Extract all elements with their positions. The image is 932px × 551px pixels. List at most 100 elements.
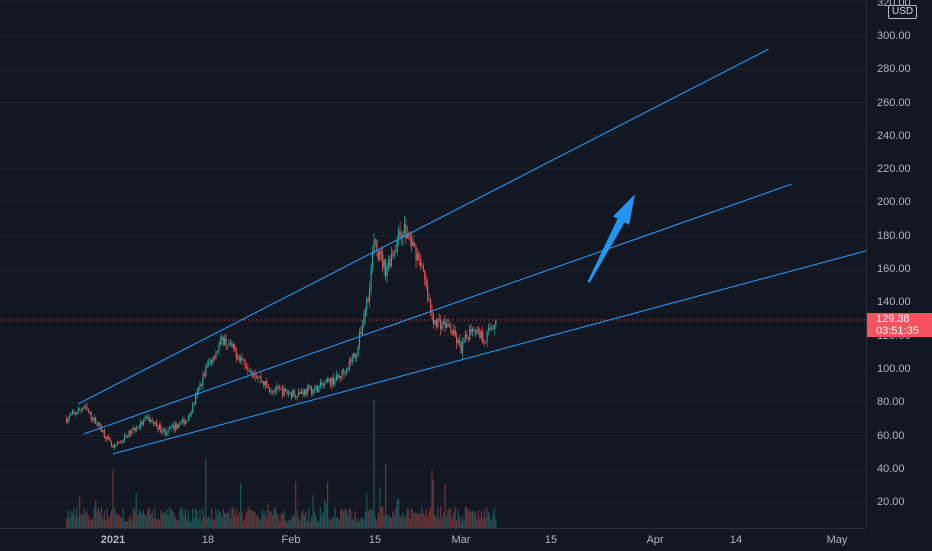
candle-body — [206, 364, 208, 367]
candle-body — [425, 279, 427, 286]
price-axis[interactable]: 320.00 300.00 280.00 260.00 240.00 220.00 200.… — [866, 0, 932, 528]
volume-bar — [87, 515, 89, 528]
volume-bar — [200, 521, 203, 528]
volume-bar — [380, 506, 382, 528]
volume-bar — [171, 510, 174, 528]
candle-body — [137, 426, 139, 428]
volume-bar — [389, 515, 391, 528]
candle-body — [151, 420, 153, 422]
candle-body — [437, 319, 439, 328]
volume-bar — [228, 510, 230, 528]
volume-bar — [269, 511, 271, 528]
candle-body — [142, 420, 145, 425]
candle-body — [277, 386, 279, 388]
candle-body — [456, 336, 458, 344]
volume-bar — [174, 517, 176, 528]
volume-bar — [305, 511, 307, 528]
candle-body — [266, 381, 268, 385]
volume-bar — [472, 510, 474, 528]
volume-bar — [192, 508, 194, 528]
volume-bar — [248, 506, 250, 528]
time-axis[interactable]: 2021 18 Feb 15 Mar 15 Apr 14 May — [0, 528, 866, 551]
volume-bar — [197, 519, 200, 528]
price-tick-label: 180.00 — [877, 229, 911, 242]
candle-body — [371, 253, 374, 268]
volume-bar — [112, 470, 114, 528]
trendline-middle[interactable] — [83, 183, 792, 435]
candle-body — [331, 376, 333, 386]
volume-bar — [492, 514, 494, 528]
candle-body — [457, 339, 459, 344]
candle-body — [216, 351, 218, 353]
candle-body — [321, 382, 323, 386]
volume-bar — [212, 519, 214, 528]
candle-body — [222, 336, 224, 345]
candle-body — [458, 339, 461, 343]
volume-bar — [460, 521, 462, 528]
volume-bar — [342, 511, 345, 528]
candle-body — [351, 357, 353, 363]
chart-pane[interactable] — [0, 0, 866, 528]
volume-bar — [258, 518, 261, 528]
candle-body — [421, 265, 423, 267]
volume-bar — [443, 512, 445, 528]
volume-bar — [273, 508, 275, 528]
volume-bar — [466, 506, 468, 528]
up-arrow-annotation[interactable] — [587, 194, 635, 283]
candle-body — [295, 395, 297, 398]
volume-bar — [296, 511, 298, 528]
candle-body — [422, 265, 424, 271]
volume-bar — [271, 515, 274, 528]
candle-body — [113, 444, 116, 448]
volume-bar — [425, 508, 427, 528]
candle-body — [190, 412, 192, 416]
time-tick-label: Feb — [281, 534, 301, 546]
volume-bar — [66, 518, 68, 528]
volume-bar — [463, 519, 465, 528]
volume-bar — [479, 518, 481, 528]
trendline-upper[interactable] — [77, 48, 769, 405]
volume-bar — [280, 513, 282, 528]
volume-bar — [71, 513, 73, 528]
volume-bar — [115, 513, 117, 528]
volume-bar — [434, 514, 436, 528]
candle-body — [128, 430, 130, 438]
volume-bar — [73, 507, 75, 528]
candle-body — [357, 346, 359, 357]
candle-body — [70, 414, 72, 416]
last-price-label: 129.38 03:51:35 — [867, 313, 932, 337]
trendline-lower[interactable] — [112, 249, 866, 455]
candle-body — [367, 298, 369, 301]
candle-body — [460, 342, 462, 354]
volume-bar — [84, 513, 87, 528]
volume-bar — [325, 504, 327, 528]
candle-body — [180, 421, 182, 423]
volume-bar — [266, 517, 268, 528]
candle-body — [74, 412, 76, 414]
candle-body — [470, 328, 472, 333]
volume-bar — [182, 509, 184, 528]
candle-body — [454, 329, 456, 337]
candle-body — [124, 435, 126, 440]
candle-body — [105, 436, 107, 440]
volume-bar — [458, 516, 461, 528]
candle-body — [125, 435, 127, 437]
candle-body — [325, 379, 327, 383]
candle-body — [100, 427, 102, 432]
candle-body — [305, 389, 307, 395]
volume-bar — [138, 509, 140, 528]
volume-bar — [295, 481, 297, 528]
volume-bar — [126, 521, 129, 528]
candle-body — [290, 392, 292, 398]
candle-body — [316, 385, 319, 393]
candle-body — [441, 324, 443, 329]
currency-badge[interactable]: USD — [888, 5, 918, 19]
candle-body — [96, 423, 98, 426]
time-tick-label: 15 — [544, 534, 558, 546]
volume-bar — [385, 464, 387, 528]
volume-bar — [392, 511, 394, 528]
chart-canvas[interactable] — [0, 0, 866, 528]
volume-bar — [470, 511, 472, 528]
volume-bar — [395, 507, 397, 528]
volume-bar — [132, 507, 134, 528]
